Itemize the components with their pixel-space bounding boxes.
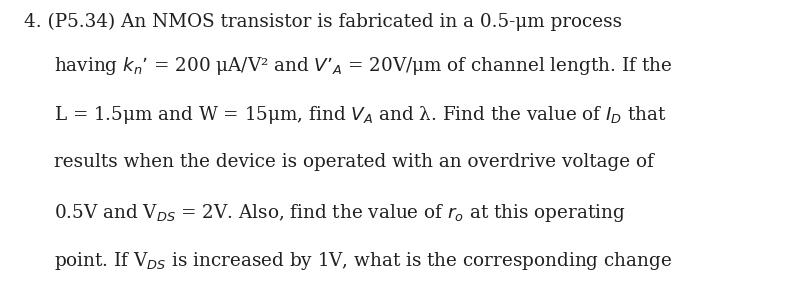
Text: L = 1.5μm and W = 15μm, find $V_A$ and λ. Find the value of $I_D$ that: L = 1.5μm and W = 15μm, find $V_A$ and λ… [54,104,667,126]
Text: results when the device is operated with an overdrive voltage of: results when the device is operated with… [54,153,654,170]
Text: 4. (P5.34) An NMOS transistor is fabricated in a 0.5-μm process: 4. (P5.34) An NMOS transistor is fabrica… [24,13,622,31]
Text: point. If V$_{DS}$ is increased by 1V, what is the corresponding change: point. If V$_{DS}$ is increased by 1V, w… [54,250,672,272]
Text: having $k_n$’ = 200 μA/V² and $V’_A$ = 20V/μm of channel length. If the: having $k_n$’ = 200 μA/V² and $V’_A$ = 2… [54,55,673,77]
Text: 0.5V and V$_{DS}$ = 2V. Also, find the value of $r_o$ at this operating: 0.5V and V$_{DS}$ = 2V. Also, find the v… [54,202,626,223]
